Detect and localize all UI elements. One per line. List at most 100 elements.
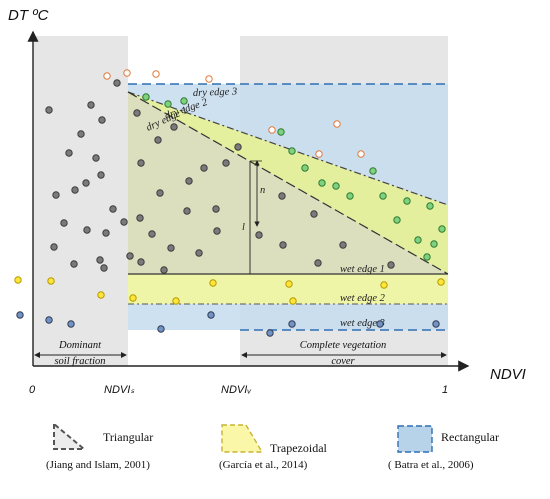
- grey-point: [87, 101, 95, 109]
- green-point: [369, 167, 377, 175]
- dry-edge-2-line: [127, 91, 449, 206]
- blue-point: [376, 320, 384, 328]
- green-point: [403, 197, 411, 205]
- soil-fraction-band: [33, 36, 128, 366]
- rectangle-swatch-icon: [397, 425, 433, 453]
- grey-point: [52, 191, 60, 199]
- orange-point: [152, 70, 160, 78]
- soil-fraction-label-line1: Dominant: [58, 340, 102, 351]
- legend-rectangular-citation: ( Batra et al., 2006): [388, 459, 474, 471]
- l-label: l: [242, 222, 245, 233]
- green-point: [438, 225, 446, 233]
- wet-band: [128, 274, 448, 304]
- grey-point: [160, 266, 168, 274]
- x-tick-ndvis: NDVIₛ: [104, 384, 135, 396]
- blue-point: [67, 320, 75, 328]
- grey-point: [113, 79, 121, 87]
- grey-point: [213, 227, 221, 235]
- yellow-point: [47, 277, 55, 285]
- grey-point: [60, 219, 68, 227]
- grey-point-cloud: [45, 79, 395, 274]
- grey-point: [167, 244, 175, 252]
- orange-point: [333, 120, 341, 128]
- grey-point: [339, 241, 347, 249]
- grey-point: [279, 241, 287, 249]
- blue-point: [432, 320, 440, 328]
- yellow-point: [97, 291, 105, 299]
- legend-triangular: Triangular (Jiang and Islam, 2001): [46, 421, 153, 471]
- yellow-point: [289, 297, 297, 305]
- grey-point: [195, 249, 203, 257]
- yellow-point: [129, 294, 137, 302]
- grey-point: [148, 230, 156, 238]
- grey-point: [83, 226, 91, 234]
- green-point: [414, 236, 422, 244]
- grey-point: [98, 116, 106, 124]
- wet-edge-1-label: wet edge 1: [340, 264, 385, 275]
- grey-point: [170, 123, 178, 131]
- grey-point: [82, 179, 90, 187]
- grey-point: [314, 259, 322, 267]
- grey-point: [255, 231, 263, 239]
- orange-point: [315, 150, 323, 158]
- green-point-cloud: [142, 93, 446, 261]
- green-point: [318, 179, 326, 187]
- dry-edge-1-line: [127, 91, 449, 275]
- trapezoid-swatch-icon: [221, 424, 264, 453]
- orange-point: [268, 126, 276, 134]
- wet-edge-3-label: wet edge 3: [340, 318, 385, 329]
- grey-point: [77, 130, 85, 138]
- grey-point: [45, 106, 53, 114]
- yellow-point: [285, 280, 293, 288]
- n-label: n: [260, 185, 265, 196]
- orange-point: [357, 150, 365, 158]
- grey-point: [278, 192, 286, 200]
- green-point: [288, 147, 296, 155]
- yellow-point: [380, 281, 388, 289]
- x-axis-title: NDVI: [490, 366, 526, 383]
- green-point: [346, 192, 354, 200]
- orange-point: [205, 75, 213, 83]
- green-point: [393, 216, 401, 224]
- grey-point: [70, 260, 78, 268]
- y-axis-title: DT ºC: [8, 7, 49, 24]
- green-point: [426, 202, 434, 210]
- grey-point: [65, 149, 73, 157]
- blue-point: [288, 320, 296, 328]
- legend-trapezoidal: Trapezoidal (García et al., 2014): [219, 424, 328, 471]
- x-tick-ndviv: NDVIᵥ: [221, 384, 251, 396]
- vegetation-cover-label-line1: Complete vegetation: [300, 340, 387, 351]
- grey-point: [120, 218, 128, 226]
- grey-point: [212, 205, 220, 213]
- grey-point: [310, 210, 318, 218]
- grey-point: [71, 186, 79, 194]
- soil-fraction-label-line2: soil fraction: [54, 356, 105, 367]
- green-point: [142, 93, 150, 101]
- orange-point: [123, 69, 131, 77]
- green-point: [379, 192, 387, 200]
- green-point: [423, 253, 431, 261]
- grey-point: [222, 159, 230, 167]
- grey-point: [92, 154, 100, 162]
- x-tick-1: 1: [442, 384, 448, 396]
- blue-point: [157, 325, 165, 333]
- dry-edge-3-label: dry edge 3: [193, 86, 238, 99]
- green-point: [430, 240, 438, 248]
- wet-edge-2-label: wet edge 2: [340, 293, 386, 304]
- green-point: [180, 97, 188, 105]
- grey-point: [50, 243, 58, 251]
- blue-point: [207, 311, 215, 319]
- grey-point: [102, 229, 110, 237]
- grey-point: [100, 264, 108, 272]
- blue-point: [45, 316, 53, 324]
- triangle-swatch-icon: [53, 421, 87, 450]
- x-tick-0: 0: [29, 384, 36, 396]
- green-point: [164, 100, 172, 108]
- orange-point: [103, 72, 111, 80]
- grey-point: [156, 189, 164, 197]
- grey-point: [137, 159, 145, 167]
- legend-trapezoidal-name: Trapezoidal: [270, 441, 328, 455]
- legend-rectangular-name: Rectangular: [441, 430, 499, 444]
- grey-point: [234, 143, 242, 151]
